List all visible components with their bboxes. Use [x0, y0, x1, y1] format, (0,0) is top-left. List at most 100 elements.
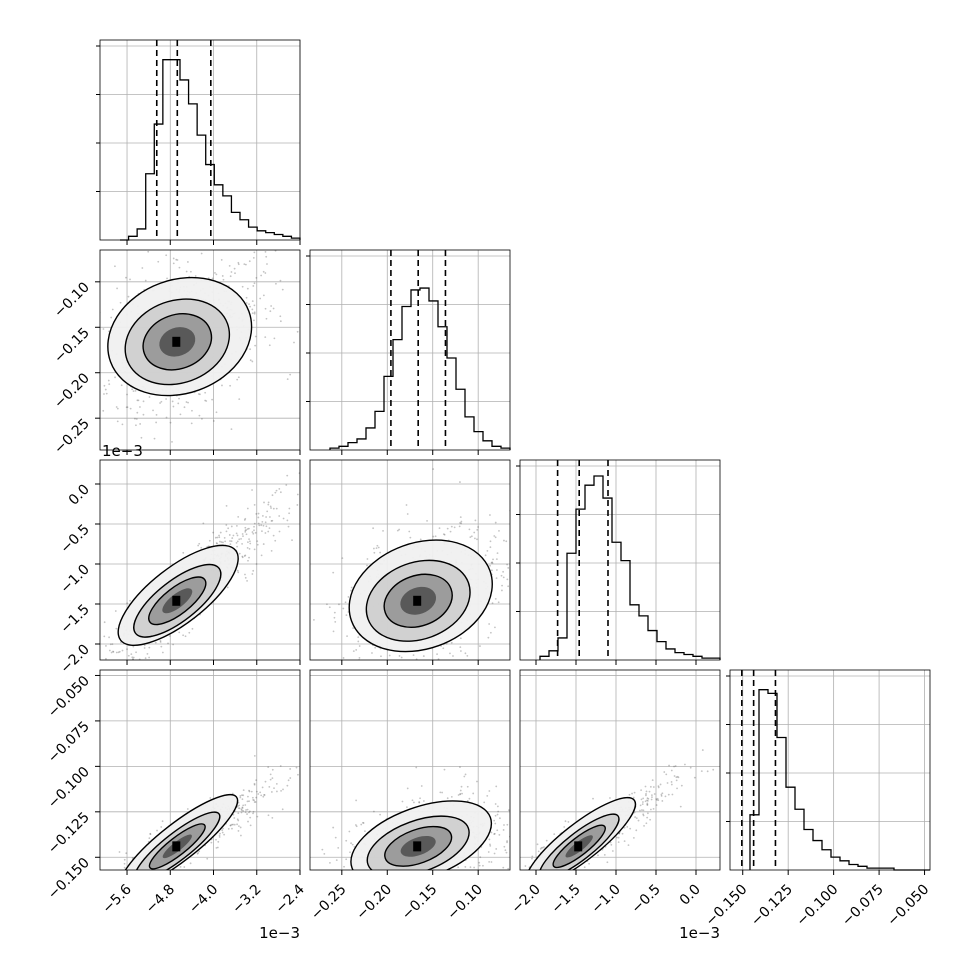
scatter-point — [137, 399, 140, 402]
scatter-point — [489, 546, 492, 549]
scatter-point — [326, 603, 328, 606]
scatter-point — [197, 851, 200, 854]
scatter-point — [670, 769, 673, 772]
y-tick-label: −0.20 — [51, 370, 93, 412]
scatter-point — [349, 851, 351, 854]
scatter-point — [502, 829, 505, 831]
density-peak — [413, 841, 422, 852]
scatter-point — [512, 807, 514, 809]
scatter-point — [134, 389, 137, 392]
scatter-point — [254, 344, 257, 347]
scatter-point — [505, 851, 508, 854]
scatter-point — [167, 870, 169, 872]
scatter-point — [443, 893, 445, 895]
scatter-point — [266, 510, 269, 513]
scatter-point — [413, 801, 415, 804]
scatter-point — [466, 655, 469, 657]
scatter-point — [502, 570, 504, 573]
scatter-point — [129, 407, 132, 410]
scatter-point — [237, 807, 240, 810]
scatter-point — [229, 244, 231, 246]
scatter-point — [482, 899, 484, 901]
scatter-point — [664, 795, 667, 798]
scatter-point — [131, 857, 134, 859]
scatter-point — [304, 783, 306, 785]
scatter-point — [219, 832, 221, 835]
scatter-point — [404, 874, 406, 876]
scatter-point — [177, 402, 180, 405]
y-offset-label: 1e−3 — [102, 442, 143, 460]
scatter-point — [223, 833, 226, 836]
scatter-point — [121, 423, 124, 426]
scatter-point — [301, 275, 303, 277]
scatter-point — [342, 607, 345, 610]
scatter-point — [130, 653, 133, 656]
scatter-point — [236, 534, 239, 537]
scatter-point — [635, 829, 638, 832]
scatter-point — [241, 806, 244, 809]
scatter-point — [259, 297, 262, 300]
scatter-point — [451, 882, 453, 884]
scatter-point — [117, 878, 119, 880]
scatter-point — [397, 665, 399, 667]
scatter-point — [236, 378, 239, 381]
scatter-point — [248, 810, 251, 813]
scatter-point — [267, 503, 270, 506]
scatter-point — [347, 661, 349, 663]
scatter-point — [497, 810, 500, 813]
scatter-point — [523, 822, 525, 824]
scatter-point — [248, 527, 250, 530]
scatter-point — [293, 341, 295, 344]
scatter-point — [105, 657, 107, 660]
scatter-point — [126, 406, 129, 409]
scatter-point — [61, 368, 63, 370]
scatter-point — [409, 536, 412, 539]
scatter-point — [248, 800, 250, 803]
scatter-point — [231, 537, 234, 539]
scatter-point — [206, 216, 208, 218]
scatter-point — [244, 517, 247, 520]
scatter-point — [263, 501, 265, 504]
scatter-point — [459, 876, 461, 878]
scatter-point — [397, 889, 399, 891]
scatter-point — [235, 524, 238, 527]
scatter-point — [631, 792, 633, 795]
scatter-point — [150, 881, 152, 883]
scatter-point — [135, 651, 137, 654]
scatter-point — [414, 695, 416, 697]
scatter-point — [156, 829, 158, 832]
scatter-point — [191, 627, 194, 630]
scatter-point — [657, 786, 660, 789]
scatter-point — [388, 654, 391, 657]
scatter-point — [677, 776, 680, 779]
scatter-point — [439, 876, 441, 878]
scatter-point — [93, 861, 95, 863]
scatter-point — [263, 794, 266, 796]
scatter-point — [583, 866, 586, 869]
x-tick-label: −0.10 — [444, 882, 486, 924]
x-tick-label: −0.20 — [353, 882, 395, 924]
x-tick-label: −0.150 — [703, 882, 751, 930]
scatter-point — [64, 899, 66, 901]
scatter-point — [107, 885, 109, 887]
scatter-point — [435, 875, 437, 877]
scatter-point — [287, 525, 290, 528]
scatter-point — [518, 882, 520, 884]
scatter-point — [663, 771, 666, 773]
scatter-point — [232, 823, 234, 826]
scatter-point — [288, 512, 291, 515]
scatter-point — [244, 573, 246, 576]
scatter-point — [129, 662, 131, 664]
scatter-point — [506, 563, 509, 566]
scatter-point — [267, 814, 270, 817]
scatter-point — [670, 783, 673, 786]
scatter-point — [295, 766, 298, 769]
scatter-point — [438, 527, 441, 529]
scatter-point — [371, 652, 373, 654]
scatter-point — [265, 525, 268, 528]
scatter-point — [212, 531, 215, 534]
scatter-point — [253, 282, 256, 285]
scatter-point — [460, 522, 463, 525]
scatter-point — [398, 655, 401, 657]
scatter-point — [268, 344, 271, 347]
